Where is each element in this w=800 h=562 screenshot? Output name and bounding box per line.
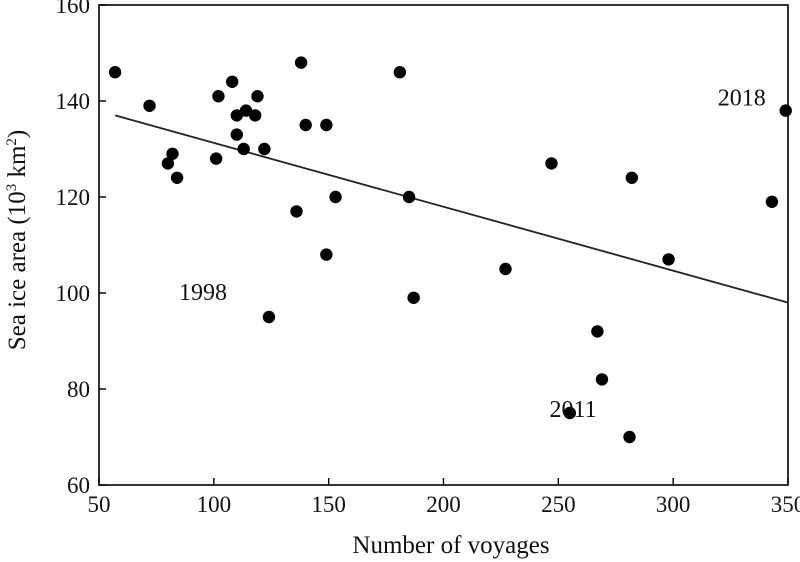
trendline <box>114 114 789 304</box>
data-point <box>393 66 407 79</box>
y-tick-label: 160 <box>56 0 91 18</box>
data-point <box>230 109 243 122</box>
annotation-label: 2011 <box>550 397 597 423</box>
plot-frame <box>98 4 789 486</box>
x-tick-label: 100 <box>197 492 232 517</box>
data-point <box>230 128 243 141</box>
data-point <box>258 142 271 156</box>
y-axis-title: Sea ice area (103 km2) <box>4 130 31 350</box>
x-tick-label: 200 <box>426 492 461 517</box>
x-axis-title: Number of voyages <box>352 532 549 559</box>
annotation-label: 1998 <box>179 280 227 306</box>
x-tick-label: 300 <box>656 492 691 517</box>
x-tick-label: 350 <box>771 492 800 517</box>
y-axis-ticks: 60 80 100 120 140 160 <box>56 0 106 498</box>
x-tick-label: 150 <box>311 492 346 517</box>
y-axis-title-mid: km <box>4 145 31 184</box>
data-point <box>239 104 253 117</box>
data-point <box>262 310 276 324</box>
data-point <box>320 118 333 132</box>
y-axis-title-main: Sea ice area (10 <box>4 191 31 350</box>
data-point <box>108 66 122 79</box>
data-point <box>320 248 333 261</box>
data-point <box>591 325 604 338</box>
data-point <box>623 430 636 444</box>
x-tick-label: 250 <box>541 492 576 517</box>
data-point <box>237 142 250 156</box>
data-point <box>248 109 262 122</box>
y-tick-label: 80 <box>67 377 90 402</box>
data-point <box>161 157 175 170</box>
data-point <box>212 90 225 103</box>
data-point <box>143 99 156 113</box>
y-axis-title-end: ) <box>4 130 31 138</box>
annotation-label: 2018 <box>718 86 766 112</box>
data-point <box>407 291 420 304</box>
annotations: 2018 1998 2011 <box>179 86 766 423</box>
data-point <box>545 157 558 170</box>
y-tick-label: 140 <box>56 89 91 114</box>
data-point <box>625 171 639 184</box>
plot-border <box>98 4 789 486</box>
data-point <box>329 190 342 204</box>
data-point <box>294 56 308 69</box>
y-tick-label: 120 <box>56 185 91 210</box>
trendline-group <box>114 114 789 304</box>
y-axis-title-sup-2: 2 <box>4 138 20 146</box>
data-point <box>595 373 609 386</box>
x-tick-label: 50 <box>88 492 111 517</box>
data-point <box>226 75 239 89</box>
data-point <box>499 262 512 276</box>
data-point <box>166 147 179 160</box>
x-axis-ticks: 50 100 150 200 250 300 350 <box>88 478 800 517</box>
data-point <box>209 152 223 165</box>
data-point <box>662 253 675 266</box>
data-point <box>402 190 416 204</box>
data-point <box>779 104 792 117</box>
data-point <box>765 195 779 208</box>
data-point <box>563 406 577 420</box>
data-point <box>299 118 312 132</box>
data-point <box>251 90 264 103</box>
y-axis-title-sup-3: 3 <box>4 184 20 192</box>
y-tick-label: 100 <box>56 281 91 306</box>
data-point <box>170 171 184 184</box>
data-points <box>108 56 792 444</box>
data-point <box>290 205 303 218</box>
y-tick-label: 60 <box>67 473 90 498</box>
